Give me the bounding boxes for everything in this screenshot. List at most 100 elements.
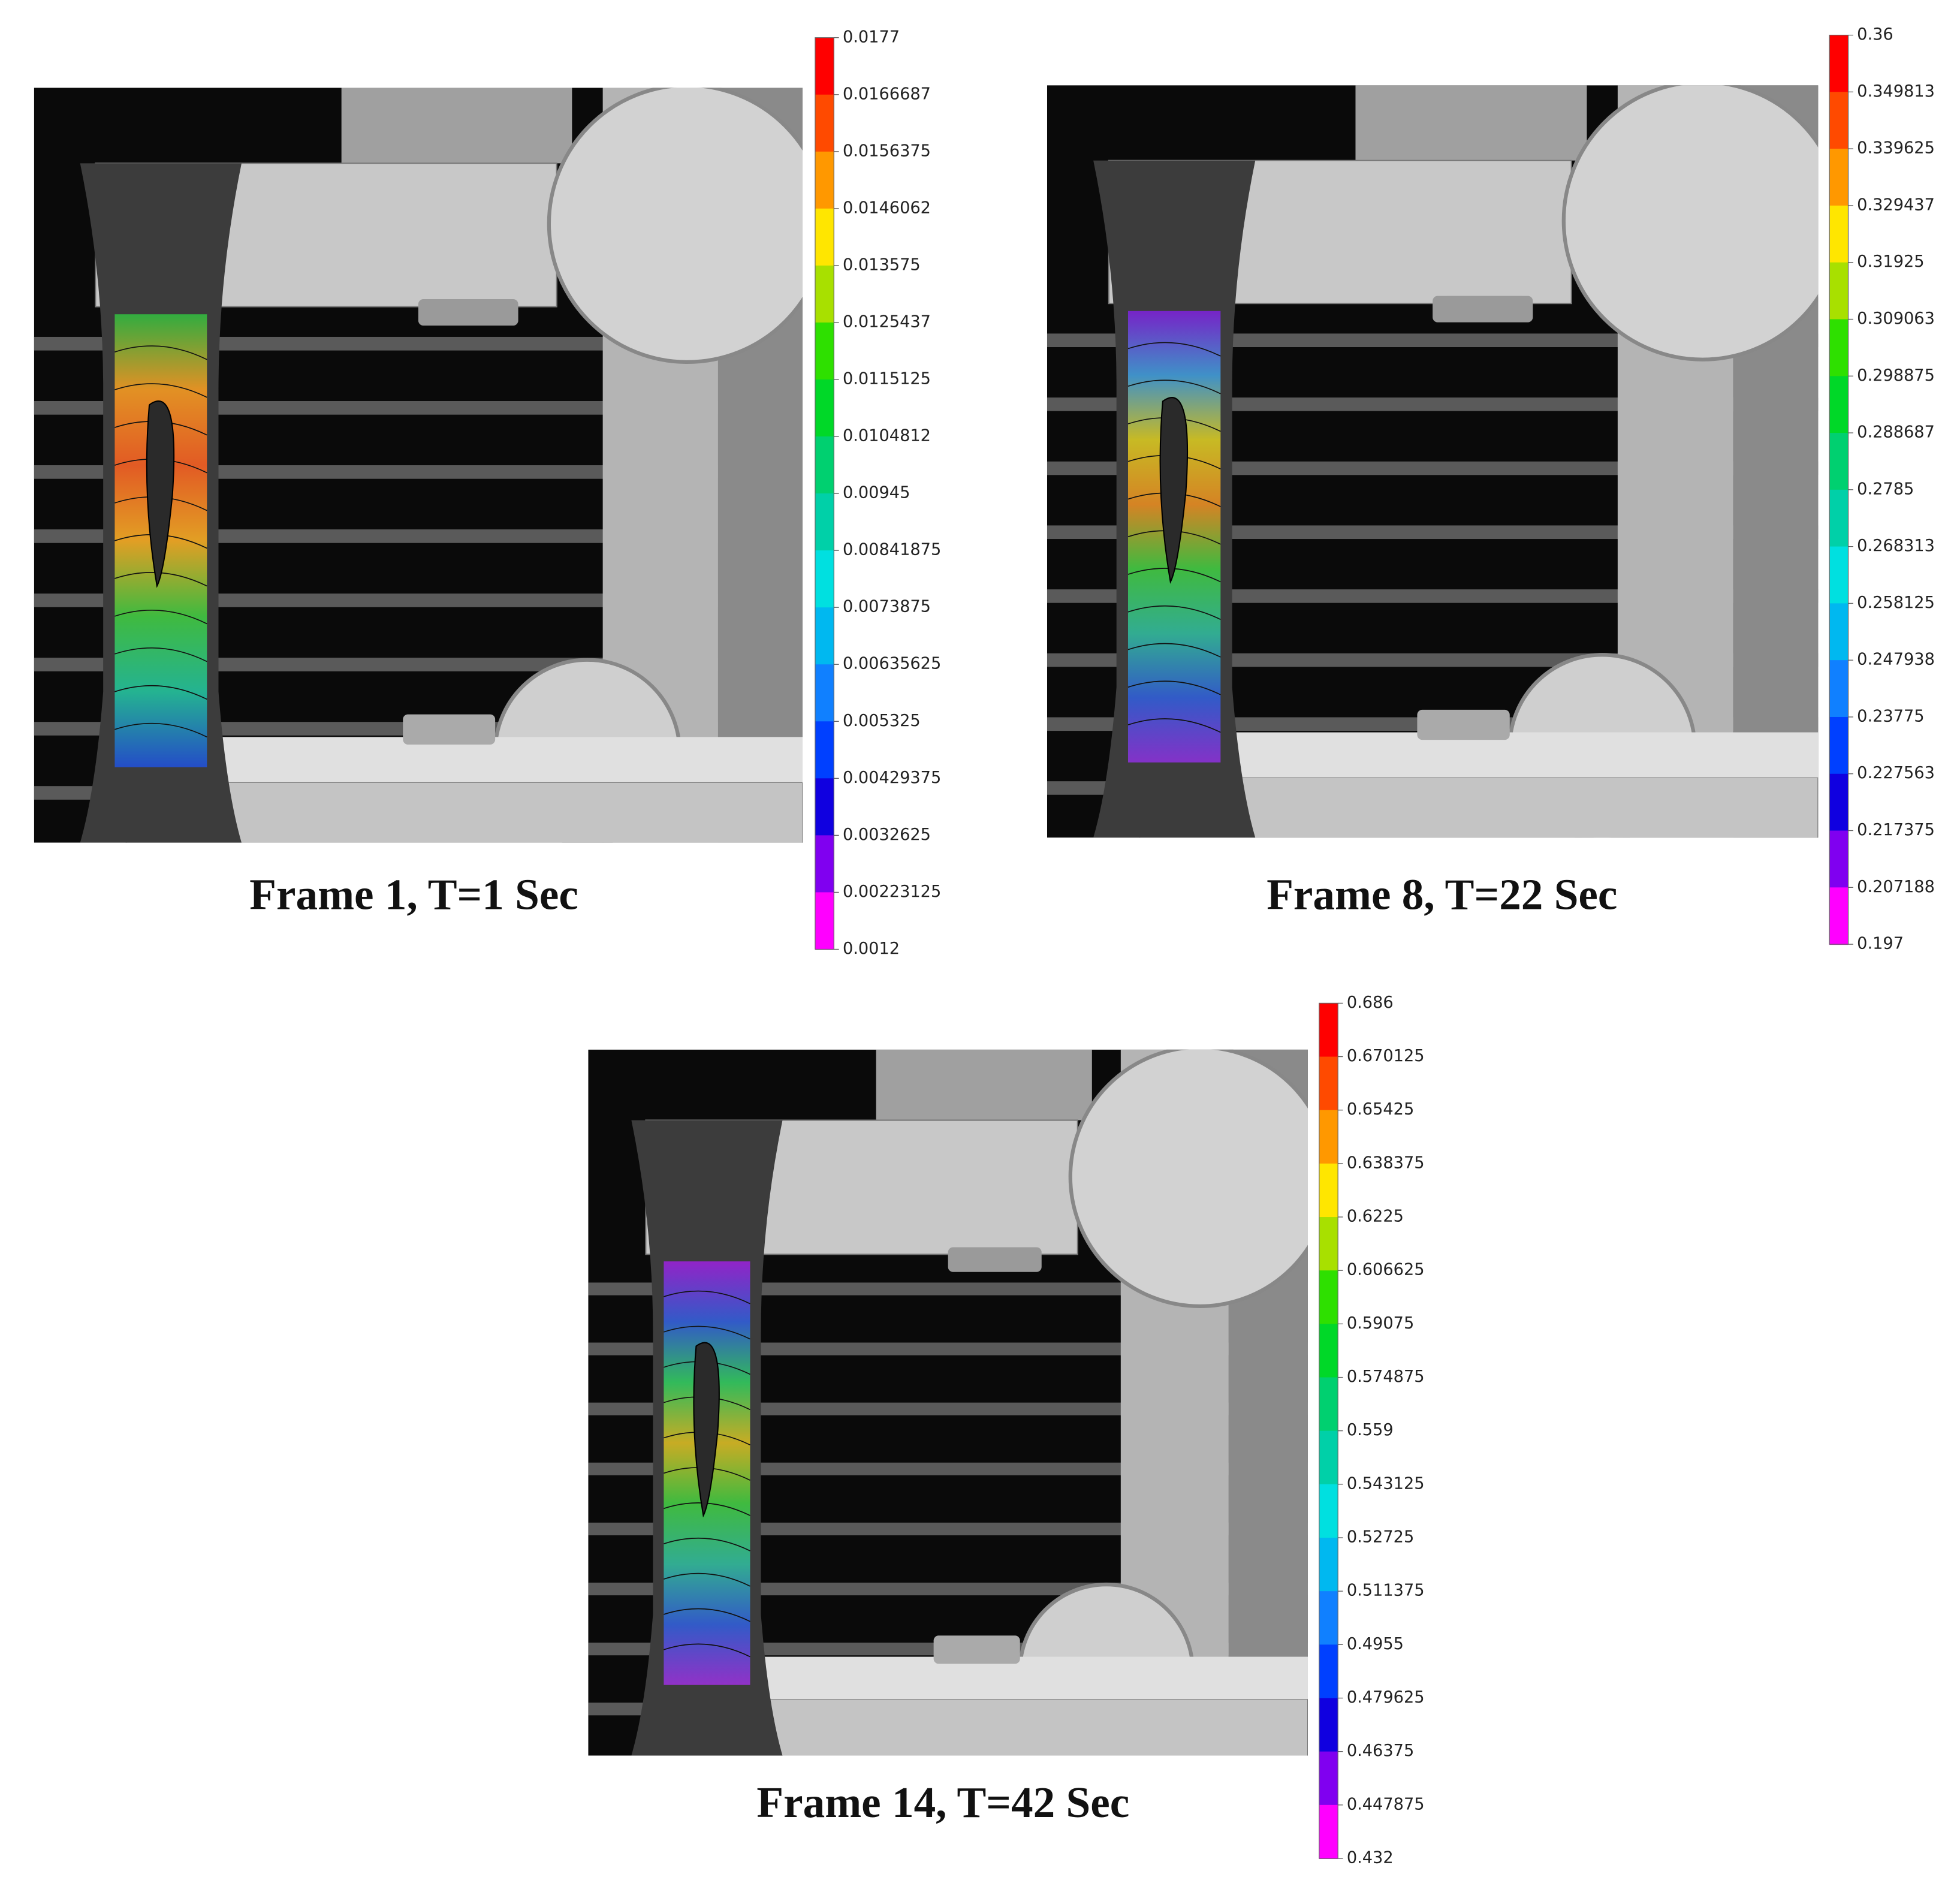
colorbar-segment [815,94,834,152]
contour-line [1127,605,1221,620]
contour-line [114,609,207,625]
contour-line [1127,342,1221,357]
contour-line [114,345,207,360]
colorbar-label: 0.0012 [843,939,900,958]
colorbar-segment [815,322,834,381]
colorbar-segment [1319,1377,1338,1432]
colorbar-label: 0.00223125 [843,882,941,901]
colorbar-segment [815,835,834,893]
colorbar-segment [1319,1591,1338,1646]
colorbar-segment [1829,262,1849,320]
colorbar-label: 0.0146062 [843,198,931,217]
specimen-hole [1159,397,1189,584]
colorbar-segment [1319,1270,1338,1325]
colorbar-label: 0.511375 [1347,1581,1425,1600]
contour-line [664,1608,750,1622]
specimen-hole [693,1342,720,1518]
colorbar-label: 0.227563 [1857,764,1935,782]
caption: Frame 14, T=42 Sec [756,1778,1129,1827]
caption: Frame 1, T=1 Sec [249,870,578,919]
colorbar-label: 0.298875 [1857,366,1935,385]
colorbar-segment [1319,1003,1338,1058]
colorbar-segment [1829,830,1849,888]
colorbar-label: 0.268313 [1857,537,1935,555]
colorbar-label: 0.36 [1857,25,1893,44]
colorbar-label: 0.0073875 [843,598,931,616]
photo [588,1049,1308,1756]
colorbar-label: 0.288687 [1857,423,1935,442]
colorbar-segment [1829,319,1849,377]
panel: 0.0177 0.0166687 0.0156375 0.0146062 0.01357… [34,28,941,958]
bottom-clamp-screw [1417,709,1510,740]
colorbar-segment [1319,1644,1338,1699]
colorbar-segment [815,778,834,836]
colorbar-label: 0.309063 [1857,309,1935,328]
colorbar-segment [1829,660,1849,718]
colorbar-segment [815,493,834,552]
colorbar-segment [1319,1056,1338,1111]
colorbar-label: 0.31925 [1857,252,1924,271]
colorbar-segment [1319,1751,1338,1806]
colorbar-segment [1319,1698,1338,1752]
top-clamp-screw [418,299,518,326]
colorbar-label: 0.247938 [1857,650,1935,669]
colorbar-label: 0.6225 [1347,1207,1404,1226]
colorbar-label: 0.0032625 [843,825,931,844]
contour-line [114,722,207,738]
panel: 0.686 0.670125 0.65425 0.638375 0.6225 0.6066… [588,993,1425,1867]
colorbar-segment [1319,1163,1338,1218]
contour-line [664,1537,750,1551]
contour-line [114,685,207,700]
colorbar-label: 0.0166687 [843,85,931,103]
colorbar-label: 0.005325 [843,712,921,730]
colorbar-segment [1829,887,1849,945]
colorbar-segment [1319,1484,1338,1539]
bottom-clamp-screw [403,714,496,745]
colorbar-segment [1829,716,1849,775]
colorbar-label: 0.00945 [843,484,910,502]
colorbar-label: 0.447875 [1347,1795,1425,1813]
colorbar-label: 0.329437 [1857,195,1935,214]
colorbar-label: 0.349813 [1857,82,1935,101]
top-clamp-screw [948,1247,1042,1272]
colorbar-label: 0.0177 [843,28,900,46]
colorbar-label: 0.65425 [1347,1100,1414,1119]
colorbar-segment [1829,35,1849,93]
colorbar-segment [1829,773,1849,831]
colorbar-segment [815,664,834,722]
colorbar-segment [815,550,834,608]
contour-line [664,1290,750,1304]
colorbar-label: 0.543125 [1347,1474,1425,1493]
colorbar-label: 0.2785 [1857,480,1914,498]
colorbar-segment [1319,1110,1338,1164]
colorbar-segment [1829,205,1849,263]
contour-line [1127,718,1221,733]
colorbar-label: 0.59075 [1347,1314,1414,1333]
colorbar-segment [815,265,834,324]
caption: Frame 8, T=22 Sec [1267,870,1617,919]
colorbar-segment [1829,546,1849,604]
colorbar-segment [1319,1804,1338,1860]
colorbar-label: 0.559 [1347,1421,1394,1439]
colorbar-segment [1319,1430,1338,1485]
contour-line [664,1572,750,1587]
contour-line [664,1325,750,1340]
top-knob [1068,1049,1308,1308]
photo [1047,85,1819,838]
colorbar-segment [1829,603,1849,661]
colorbar-label: 0.00841875 [843,541,941,559]
colorbar-segment [815,379,834,438]
colorbar-segment [815,892,834,950]
colorbar-segment [815,208,834,266]
colorbar-segment [1829,92,1849,150]
colorbar-segment [815,721,834,779]
photo [34,88,803,843]
colorbar-segment [815,151,834,209]
contour-line [114,647,207,662]
colorbar-segment [1829,376,1849,434]
top-knob [1561,85,1819,361]
colorbar-label: 0.606625 [1347,1261,1425,1279]
bottom-clamp-screw [933,1635,1020,1664]
colorbar-segment [1319,1217,1338,1272]
colorbar-label: 0.0115125 [843,370,931,388]
